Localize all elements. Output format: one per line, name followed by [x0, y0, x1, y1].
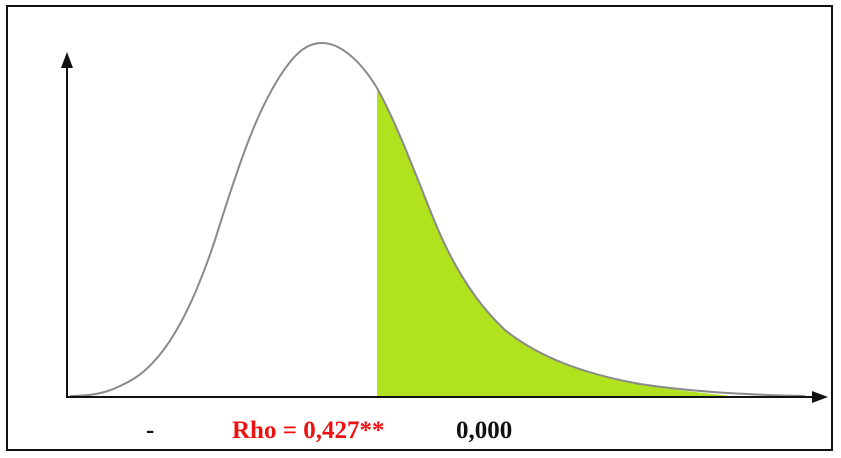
shaded-tail-region [377, 88, 730, 396]
caption-dash: - [146, 417, 155, 444]
rho-label: Rho = 0,427** [232, 417, 385, 444]
p-value-label: 0,000 [456, 417, 513, 444]
density-curve [69, 41, 806, 397]
y-axis-arrowhead [61, 52, 73, 68]
x-axis-arrowhead [812, 391, 828, 403]
